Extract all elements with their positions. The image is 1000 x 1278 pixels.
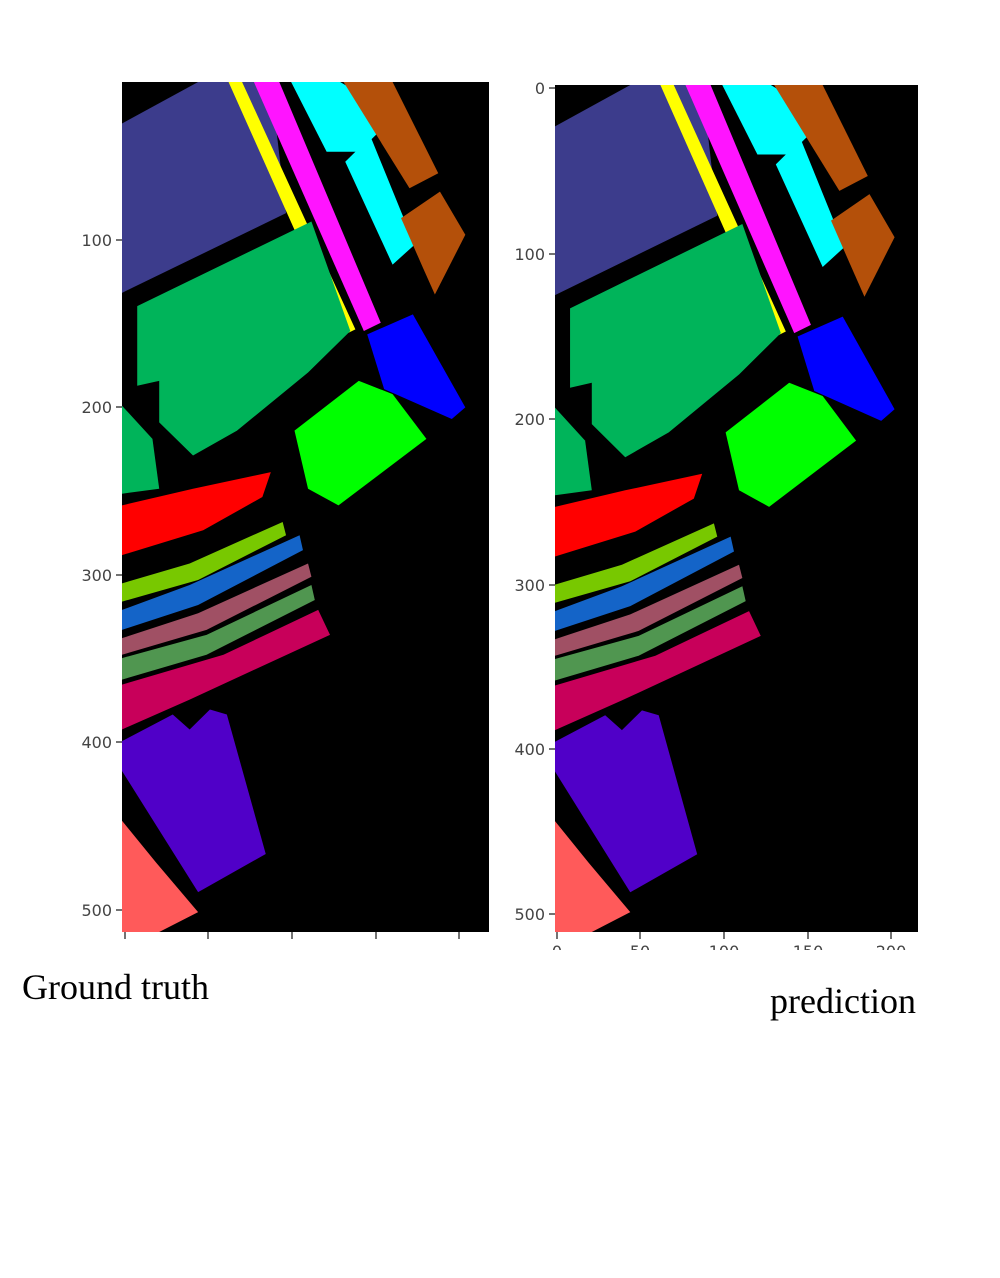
cropped-edge-mask	[480, 950, 940, 970]
pred-y-tick-label: 500	[514, 905, 545, 924]
pred-map	[555, 85, 918, 932]
ground-truth-caption: Ground truth	[22, 967, 209, 1007]
gt-y-tick-label: 400	[81, 733, 112, 752]
gt-y-tick-label: 200	[81, 398, 112, 417]
gt-y-tick-label: 500	[81, 901, 112, 920]
gt-y-tick-label: 100	[81, 231, 112, 250]
gt-y-tick-label: 300	[81, 566, 112, 585]
pred-y-axis: 0 100 200 300 400 500	[514, 79, 555, 924]
pred-y-tick-label: 400	[514, 740, 545, 759]
panel-ground-truth: 100 200 300 400 500	[81, 82, 489, 939]
gt-y-axis: 100 200 300 400 500	[81, 231, 122, 920]
panel-prediction: 0 100 200 300 400 500 0 50 100 150 200	[480, 79, 940, 970]
gt-map	[122, 82, 489, 932]
gt-x-axis	[124, 932, 460, 939]
pred-y-tick-label: 100	[514, 245, 545, 264]
prediction-caption: prediction	[770, 981, 916, 1021]
pred-y-tick-label: 300	[514, 576, 545, 595]
pred-y-tick-label: 200	[514, 410, 545, 429]
pred-y-tick-label: 0	[535, 79, 545, 98]
